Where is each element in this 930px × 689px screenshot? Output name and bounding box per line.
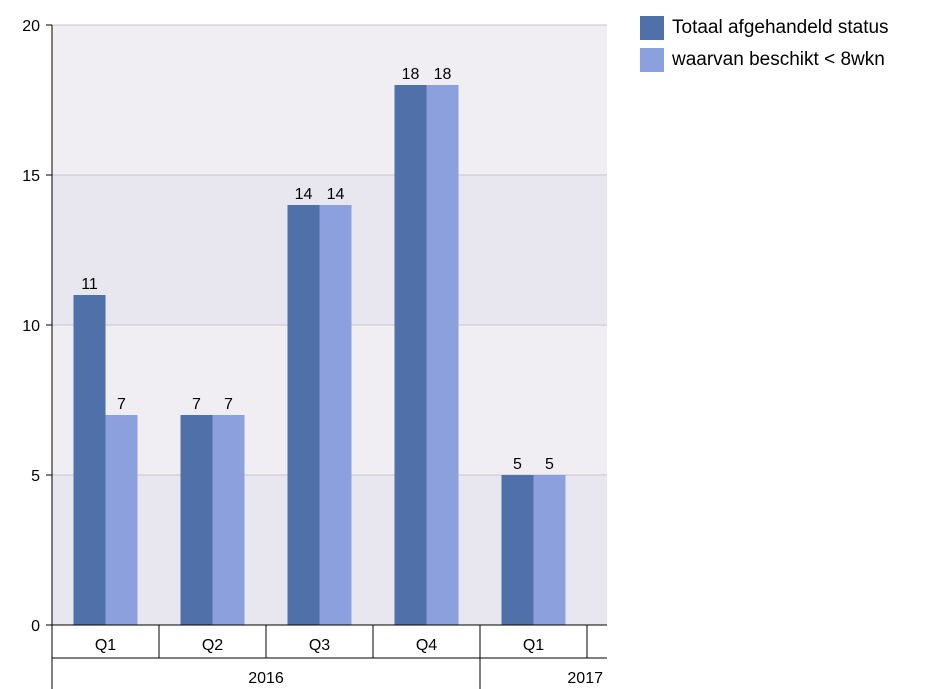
bar-1-2 (180, 415, 213, 625)
legend-swatch-series-1 (640, 16, 664, 40)
data-label: 5 (545, 456, 554, 473)
bar-1-1 (73, 295, 106, 625)
bars (73, 85, 566, 625)
data-label: 18 (434, 66, 452, 83)
x-axis-categories: Q1 Q2 Q3 Q4 Q1 2016 2017 (51, 625, 603, 689)
bar-1-5 (501, 475, 534, 625)
bar-2-2 (212, 415, 245, 625)
category-label: Q1 (523, 637, 544, 654)
plot-band (52, 25, 607, 175)
group-label: 2017 (567, 670, 603, 687)
data-label: 14 (295, 186, 313, 203)
y-axis-ticks: 0 5 10 15 20 (22, 18, 52, 635)
y-tick-label: 5 (31, 468, 40, 485)
data-label: 14 (327, 186, 345, 203)
legend-label-series-1: Totaal afgehandeld status (672, 17, 889, 38)
data-label: 11 (81, 276, 98, 293)
bar-2-5 (533, 475, 566, 625)
bar-2-3 (319, 205, 352, 625)
bar-2-1 (105, 415, 138, 625)
legend-label-series-2: waarvan beschikt < 8wkn (672, 49, 885, 70)
bar-2-4 (426, 85, 459, 625)
bar-1-3 (287, 205, 320, 625)
y-tick-label: 15 (22, 168, 40, 185)
bar-1-4 (394, 85, 427, 625)
data-label: 18 (402, 66, 420, 83)
data-label: 7 (117, 396, 126, 413)
legend-swatch-series-2 (640, 48, 664, 72)
legend: Totaal afgehandeld status waarvan beschi… (640, 12, 889, 76)
category-label: Q3 (309, 637, 330, 654)
y-tick-label: 20 (22, 18, 40, 35)
category-label: Q2 (202, 637, 223, 654)
legend-item-series-2: waarvan beschikt < 8wkn (640, 44, 889, 76)
category-label: Q4 (416, 637, 437, 654)
y-tick-label: 10 (22, 318, 40, 335)
y-tick-label: 0 (31, 618, 40, 635)
group-label: 2016 (248, 670, 284, 687)
category-label: Q1 (95, 637, 116, 654)
data-labels: 11 7 7 7 14 14 18 18 5 5 (81, 66, 554, 473)
legend-item-series-1: Totaal afgehandeld status (640, 12, 889, 44)
data-label: 7 (224, 396, 233, 413)
data-label: 5 (513, 456, 522, 473)
data-label: 7 (192, 396, 201, 413)
